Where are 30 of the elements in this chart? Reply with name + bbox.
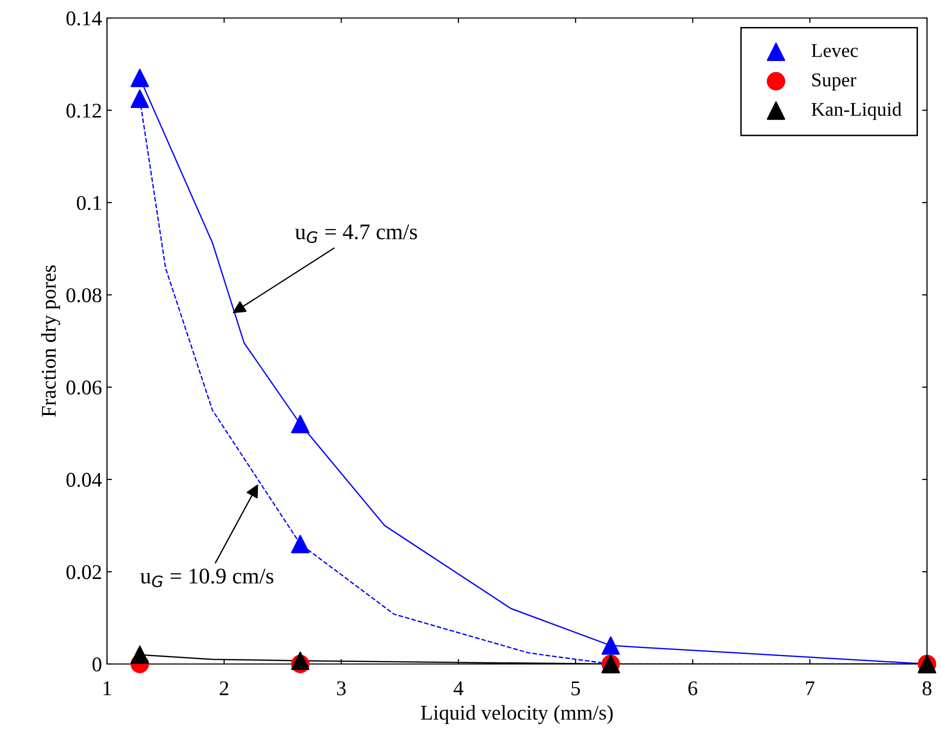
y-tick-label: 0.12 — [66, 104, 101, 118]
point — [291, 414, 310, 434]
point — [130, 68, 149, 88]
point — [291, 652, 310, 670]
point — [130, 90, 149, 108]
y-tick-label: 0.14 — [66, 11, 102, 26]
x-tick-label: 1 — [104, 681, 111, 696]
y-tick-label: 0.04 — [66, 472, 102, 487]
y-tick-label: 0 — [92, 657, 102, 672]
x-tick-label: 2 — [220, 681, 228, 696]
legend-label: Super — [812, 73, 856, 90]
x-tick-label: 4 — [454, 681, 464, 696]
y-axis-title: Fraction dry pores — [41, 265, 60, 417]
annotation: u$_{G}$ = 10.9 cm/s — [140, 568, 274, 588]
y-tick-label: 0.1 — [76, 196, 101, 210]
x-tick-label: 3 — [337, 681, 346, 696]
point — [130, 646, 149, 664]
x-tick-label: 5 — [572, 681, 580, 696]
y-tick-label: 0.06 — [66, 380, 102, 395]
x-axis-title: Liquid velocity (mm/s) — [420, 705, 613, 724]
x-tick-label: 7 — [806, 681, 814, 696]
legend-label: Levec — [812, 44, 858, 58]
legend-label: Kan-Liquid — [812, 102, 902, 120]
x-tick-label: 6 — [688, 681, 698, 696]
x-tick-label: 8 — [922, 681, 932, 696]
point — [602, 636, 620, 655]
y-tick-label: 0.08 — [66, 288, 102, 302]
y-tick-label: 0.02 — [66, 565, 101, 580]
annotation: u$_{G}$ = 4.7 cm/s — [295, 224, 417, 243]
point — [291, 534, 310, 554]
